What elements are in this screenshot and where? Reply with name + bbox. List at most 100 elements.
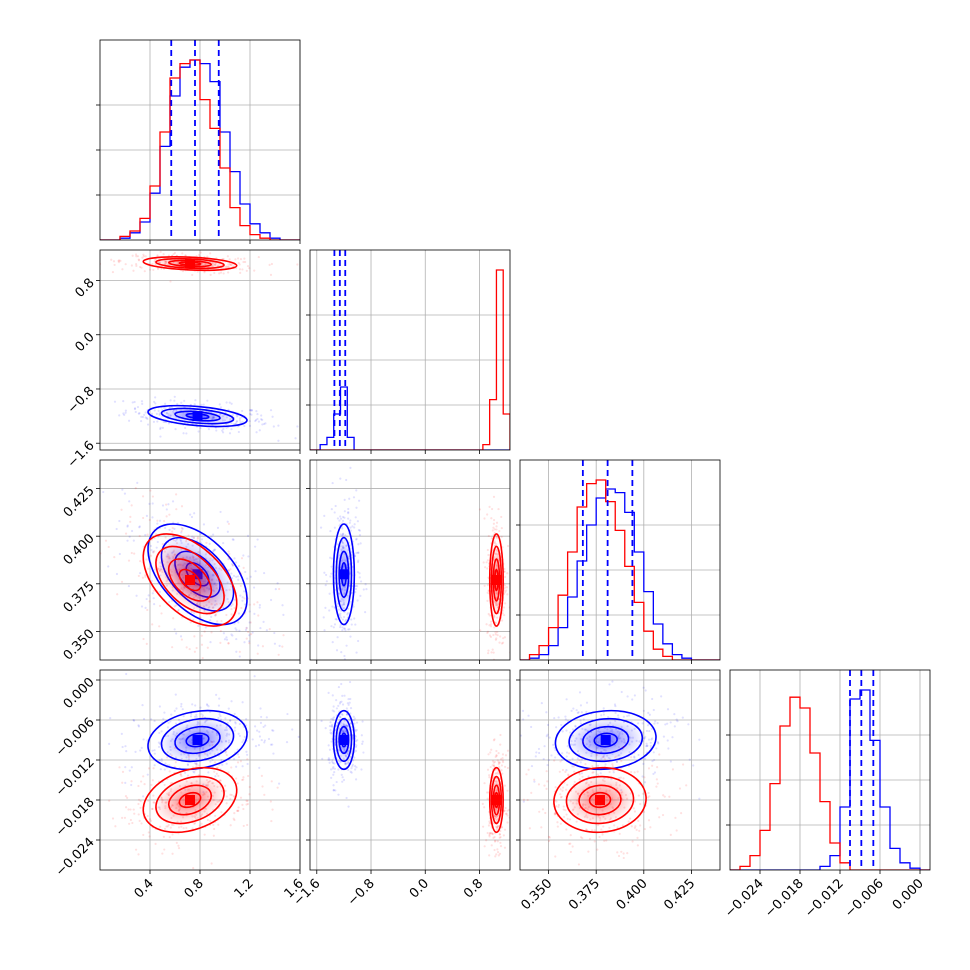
sample-point	[117, 261, 121, 264]
sample-point	[242, 739, 245, 742]
sample-point	[131, 254, 134, 257]
sample-point	[622, 852, 625, 855]
sample-point	[339, 533, 342, 536]
sample-point	[230, 562, 234, 566]
sample-point	[644, 757, 647, 760]
density-contour-red	[167, 558, 213, 602]
sample-point	[171, 646, 174, 649]
sample-point	[159, 250, 162, 253]
sample-point	[272, 752, 275, 755]
sample-point	[351, 765, 354, 768]
sample-point	[240, 606, 243, 610]
sample-point	[358, 499, 361, 502]
sample-point	[144, 416, 147, 419]
sample-point	[488, 776, 491, 779]
density-peak-red	[491, 795, 502, 805]
sample-point	[540, 702, 543, 705]
sample-point	[186, 774, 190, 777]
sample-point	[173, 709, 176, 712]
sample-point	[569, 842, 572, 845]
sample-point	[649, 744, 652, 748]
sample-point	[357, 551, 360, 554]
sample-point	[559, 793, 562, 796]
sample-point	[152, 551, 155, 554]
sample-point	[130, 504, 133, 507]
sample-point	[268, 263, 271, 266]
sample-point	[225, 265, 228, 268]
sample-point	[537, 783, 541, 786]
sample-point	[235, 650, 238, 653]
sample-point	[271, 808, 274, 811]
sample-point	[487, 553, 490, 557]
sample-point	[213, 271, 216, 275]
sample-point	[493, 626, 496, 629]
sample-point	[496, 633, 499, 637]
sample-point	[652, 708, 655, 712]
sample-point	[543, 784, 546, 787]
sample-point	[245, 717, 248, 721]
sample-point	[150, 549, 153, 552]
sample-point	[611, 680, 614, 683]
sample-point	[340, 682, 343, 686]
sample-point	[353, 719, 356, 722]
sample-point	[167, 422, 171, 425]
sample-point	[166, 825, 169, 828]
sample-point	[630, 825, 633, 828]
sample-point	[614, 711, 617, 715]
sample-point	[210, 862, 213, 865]
sample-point	[547, 839, 551, 843]
sample-point	[354, 516, 357, 519]
sample-point	[191, 703, 194, 706]
sample-point	[622, 746, 625, 749]
sample-point	[581, 755, 584, 758]
sample-point	[612, 771, 615, 774]
sample-point	[160, 759, 163, 762]
sample-point	[104, 539, 108, 542]
sample-point	[245, 626, 248, 629]
sample-point	[148, 818, 152, 821]
sample-point	[354, 728, 357, 731]
density-contour-blue	[185, 732, 210, 748]
sample-point	[651, 737, 654, 740]
sample-point	[339, 624, 342, 627]
sample-point	[236, 809, 240, 812]
sample-point	[137, 412, 140, 415]
sample-point	[156, 254, 159, 257]
sample-point	[257, 614, 260, 617]
sample-point	[478, 508, 482, 511]
sample-point	[150, 412, 154, 416]
sample-point	[339, 626, 342, 629]
sample-point	[204, 626, 207, 629]
sample-point	[633, 751, 636, 755]
sample-point	[177, 826, 181, 829]
sample-point	[235, 765, 238, 768]
sample-point	[142, 516, 145, 520]
sample-point	[488, 832, 492, 835]
sample-point	[231, 564, 234, 567]
sample-point	[502, 606, 506, 609]
sample-point	[185, 432, 188, 435]
sample-point	[486, 768, 490, 771]
sample-point	[565, 698, 568, 701]
sample-point	[503, 784, 507, 787]
sample-point	[245, 753, 249, 756]
sample-point	[338, 519, 341, 522]
sample-point	[503, 809, 506, 812]
sample-point	[601, 833, 604, 836]
sample-point	[162, 406, 166, 409]
sample-point	[148, 502, 151, 505]
sample-point	[107, 545, 110, 549]
sample-point	[156, 519, 159, 522]
sample-point	[227, 265, 230, 268]
sample-point	[501, 619, 504, 622]
sample-point	[225, 753, 228, 757]
sample-point	[227, 568, 230, 572]
sample-point	[227, 707, 230, 710]
sample-point	[130, 264, 133, 267]
sample-point	[584, 762, 587, 766]
sample-point	[527, 768, 530, 771]
sample-point	[544, 811, 547, 815]
sample-point	[514, 728, 516, 730]
x-tick-label: −0.8	[345, 876, 378, 909]
sample-point	[698, 797, 701, 800]
